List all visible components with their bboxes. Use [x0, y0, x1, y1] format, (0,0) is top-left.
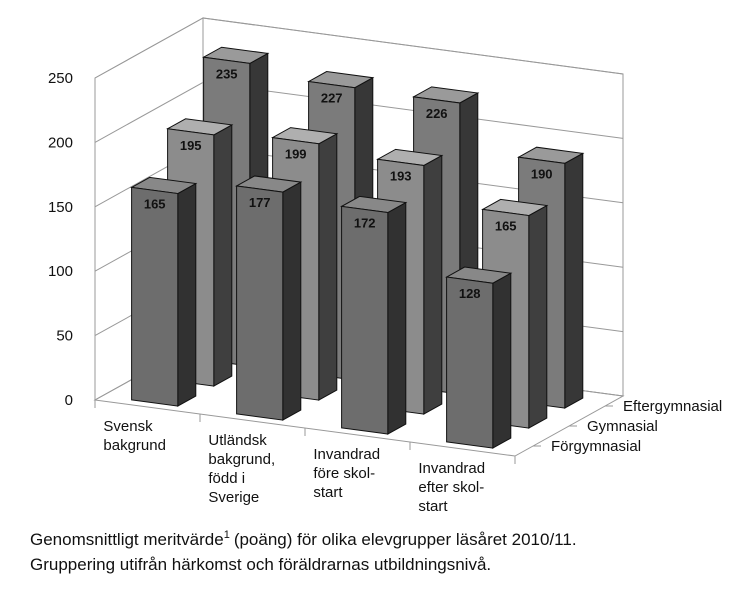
bar-side — [492, 272, 512, 449]
y-tick-label: 150 — [48, 199, 73, 216]
value-label: 193 — [390, 168, 412, 183]
bar — [446, 276, 494, 449]
value-label: 190 — [531, 166, 553, 181]
y-tick-label: 0 — [65, 392, 73, 409]
x-tick-label: bakgrund — [103, 437, 166, 454]
x-tick-label: Invandrad — [418, 460, 485, 477]
caption-superscript: 1 — [224, 529, 230, 541]
bar-side — [387, 201, 407, 435]
y-tick-label: 250 — [48, 70, 73, 87]
bar — [341, 205, 389, 435]
legend-label: Förgymnasial — [551, 438, 641, 455]
caption-line-2: Gruppering utifrån härkomst och föräldra… — [30, 555, 491, 574]
bar-side — [564, 152, 584, 409]
caption-text: (poäng) för olika elevgrupper läsåret 20… — [234, 530, 577, 549]
y-tick-label: 100 — [48, 263, 73, 280]
x-tick-label: född i — [208, 470, 245, 487]
value-label: 172 — [354, 215, 376, 230]
bar — [131, 186, 179, 407]
x-tick-label: Svensk — [103, 418, 153, 435]
bar-side — [213, 124, 233, 387]
x-tick-label: Sverige — [208, 489, 259, 506]
caption-line-1: Genomsnittligt meritvärde1 (poäng) för ol… — [30, 529, 577, 549]
y-tick-label: 50 — [56, 328, 73, 345]
value-label: 227 — [321, 91, 343, 106]
grid-line — [94, 81, 624, 143]
value-label: 235 — [216, 66, 238, 81]
bar-side — [318, 132, 338, 401]
value-label: 177 — [249, 195, 271, 210]
value-label: 128 — [459, 286, 481, 301]
legend-label: Gymnasial — [587, 418, 658, 435]
value-label: 165 — [144, 196, 166, 211]
x-tick-label: start — [418, 498, 448, 515]
value-label: 195 — [180, 138, 202, 153]
grid-line — [94, 17, 624, 79]
x-tick-label: före skol- — [313, 465, 375, 482]
value-label: 165 — [495, 218, 517, 233]
bar-side — [423, 154, 443, 415]
bar — [236, 185, 284, 421]
value-label: 199 — [285, 147, 307, 162]
x-tick-label: Invandrad — [313, 446, 380, 463]
x-tick-label: bakgrund, — [208, 451, 275, 468]
bar-side — [282, 181, 302, 421]
bar-side — [177, 182, 197, 407]
legend-label: Eftergymnasial — [623, 398, 722, 415]
x-tick-label: efter skol- — [418, 479, 484, 496]
caption-text: Genomsnittligt meritvärde — [30, 530, 224, 549]
x-tick-label: start — [313, 484, 343, 501]
x-tick-label: Utländsk — [208, 432, 267, 449]
bar-side — [528, 204, 548, 429]
value-label: 226 — [426, 106, 448, 121]
y-tick-label: 200 — [48, 134, 73, 151]
